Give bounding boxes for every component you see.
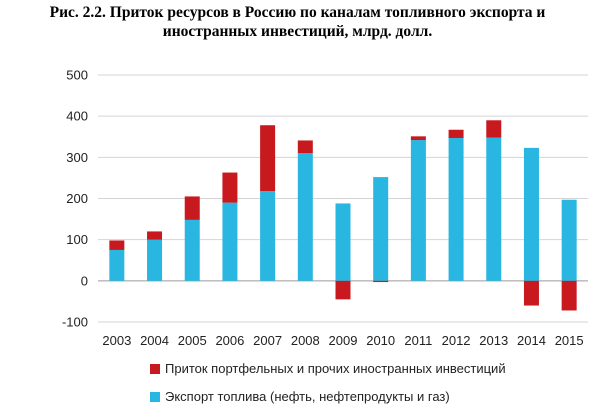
y-tick-label: 300 (66, 150, 88, 165)
chart-title-line2: иностранных инвестиций, млрд. долл. (162, 23, 433, 40)
bar-investment (184, 196, 200, 220)
x-tick-label: 2007 (253, 333, 282, 348)
bar-investment (448, 129, 464, 138)
bar-export (109, 249, 125, 281)
x-tick-label: 2008 (291, 333, 320, 348)
legend-label: Приток портфельных и прочих иностранных … (165, 361, 506, 376)
y-tick-label: -100 (62, 315, 88, 330)
x-tick-label: 2015 (555, 333, 584, 348)
chart-title: Рис. 2.2. Приток ресурсов в Россию по ка… (0, 3, 595, 41)
y-tick-label: 100 (66, 232, 88, 247)
y-tick-label: 0 (81, 273, 88, 288)
bar-investment (335, 280, 351, 300)
legend-swatch (150, 392, 160, 402)
y-axis-tick-labels: -100 0 100 200 300 400 500 (62, 68, 88, 330)
bar-export (523, 147, 539, 281)
bar-investment (147, 231, 163, 240)
y-tick-label: 400 (66, 109, 88, 124)
bar-investment (297, 140, 313, 154)
x-tick-label: 2003 (102, 333, 131, 348)
y-tick-label: 500 (66, 68, 88, 83)
x-tick-label: 2013 (479, 333, 508, 348)
bar-export (373, 177, 389, 281)
x-tick-label: 2004 (140, 333, 169, 348)
legend-label: Экспорт топлива (нефть, нефтепродукты и … (165, 389, 450, 404)
bar-investment (486, 120, 502, 138)
x-axis-tick-labels: 2003 2004 2005 2006 2007 2008 2009 2010 2011 2012… (102, 333, 583, 348)
bar-export (561, 199, 577, 281)
bar-export (486, 137, 502, 281)
bar-investment (109, 240, 125, 250)
chart-title-line1: Рис. 2.2. Приток ресурсов в Россию по ка… (49, 4, 546, 21)
bar-investment (561, 280, 577, 311)
x-tick-label: 2011 (404, 333, 432, 348)
bar-investment (222, 172, 238, 203)
bar-export (147, 239, 163, 281)
legend: Приток портфельных и прочих иностранных … (150, 361, 506, 404)
x-tick-label: 2012 (442, 333, 471, 348)
bars (109, 120, 577, 311)
bar-investment (523, 280, 539, 306)
x-tick-label: 2005 (178, 333, 207, 348)
bar-investment (410, 136, 426, 141)
bar-investment (260, 125, 276, 192)
x-tick-label: 2009 (329, 333, 358, 348)
bar-export (410, 140, 426, 281)
y-tick-label: 200 (66, 191, 88, 206)
legend-swatch (150, 364, 160, 374)
x-tick-label: 2014 (517, 333, 546, 348)
x-tick-label: 2006 (215, 333, 244, 348)
gridlines (98, 74, 588, 323)
bar-export (184, 219, 200, 281)
bar-export (260, 191, 276, 281)
bar-export (335, 203, 351, 281)
bar-investment (373, 280, 389, 283)
bar-export (297, 153, 313, 281)
bar-export (222, 202, 238, 281)
x-tick-label: 2010 (366, 333, 395, 348)
bar-export (448, 137, 464, 281)
